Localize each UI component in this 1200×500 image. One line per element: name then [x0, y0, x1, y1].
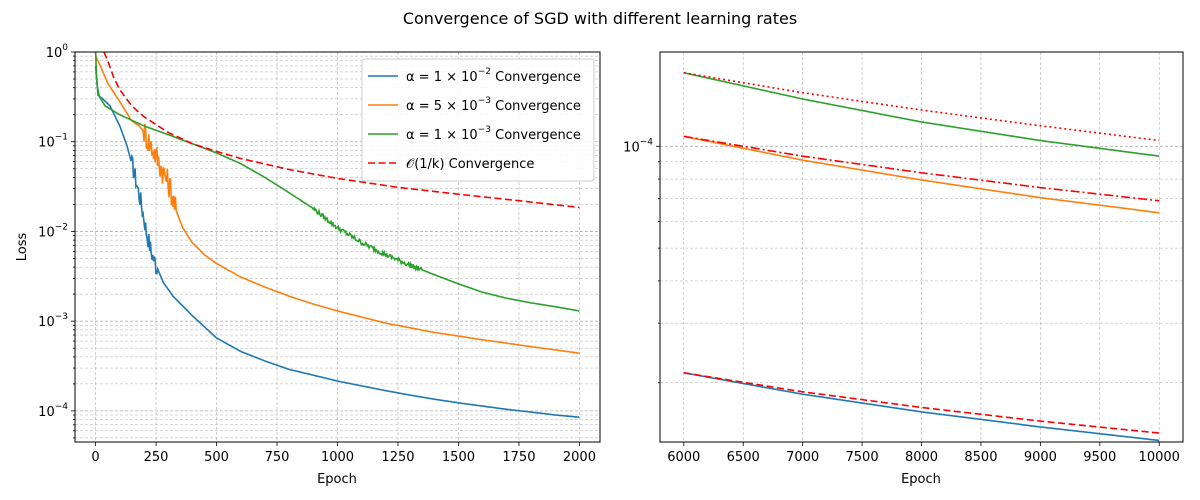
x-tick-label: 250 — [144, 450, 169, 465]
right-ticks: 10−4 6000 6500 7000 7500 8000 8500 9000 9500 1000… — [623, 137, 1180, 465]
series-line-blue-solid — [683, 372, 1160, 442]
series-line-red-dotted — [683, 71, 1160, 142]
x-tick-label: 9500 — [1083, 450, 1116, 465]
series-line-blue-solid — [94, 65, 580, 418]
y-tick-label: 10−4 — [38, 402, 68, 420]
x-tick-label: 1250 — [381, 450, 414, 465]
x-tick-label: 1500 — [442, 450, 475, 465]
x-tick-label: 8500 — [964, 450, 997, 465]
y-tick-label: 10−1 — [38, 133, 68, 151]
x-tick-label: 10000 — [1139, 450, 1180, 465]
right-series — [683, 71, 1160, 442]
x-tick-label: 8000 — [905, 450, 938, 465]
legend: α = 1 × 10−2 Convergence α = 5 × 10−3 Con… — [361, 58, 595, 182]
x-tick-label: 6000 — [667, 450, 700, 465]
y-tick-label: 10−3 — [38, 312, 68, 330]
x-tick-label: 9000 — [1024, 450, 1057, 465]
x-tick-label: 500 — [204, 450, 229, 465]
figure-title: Convergence of SGD with different learni… — [403, 9, 797, 28]
y-tick-label: 100 — [46, 43, 69, 61]
left-x-axis-label: Epoch — [317, 472, 357, 487]
left-y-axis-label: Loss — [15, 233, 30, 262]
legend-label-o1k: 𝒪(1/k) Convergence — [406, 157, 534, 172]
legend-label-a1e2: α = 1 × 10−2 Convergence — [406, 67, 581, 85]
x-tick-label: 0 — [91, 450, 99, 465]
right-plot: 10−4 6000 6500 7000 7500 8000 8500 9000 9500 1000… — [623, 51, 1184, 487]
x-tick-label: 7500 — [846, 450, 879, 465]
legend-label-a5e3: α = 5 × 10−3 Convergence — [406, 96, 581, 114]
y-tick-label: 10−2 — [38, 222, 68, 240]
series-line-red-dashdot — [683, 135, 1160, 202]
series-line-orange-solid — [94, 55, 580, 354]
x-tick-label: 7000 — [786, 450, 819, 465]
y-tick-label: 10−4 — [623, 137, 653, 155]
x-tick-label: 1000 — [321, 450, 354, 465]
series-line-red-dashed — [103, 52, 580, 209]
series-line-orange-solid — [683, 135, 1160, 214]
x-tick-label: 1750 — [502, 450, 535, 465]
series-line-red-dashed — [683, 372, 1160, 434]
legend-box — [361, 58, 595, 182]
x-tick-label: 2000 — [563, 450, 596, 465]
series-line-green-solid — [683, 71, 1160, 157]
left-series — [94, 52, 580, 418]
x-tick-label: 750 — [265, 450, 290, 465]
legend-label-a1e3: α = 1 × 10−3 Convergence — [406, 125, 581, 143]
x-tick-label: 6500 — [727, 450, 760, 465]
right-x-axis-label: Epoch — [901, 472, 941, 487]
series-line-green-solid — [94, 52, 580, 312]
